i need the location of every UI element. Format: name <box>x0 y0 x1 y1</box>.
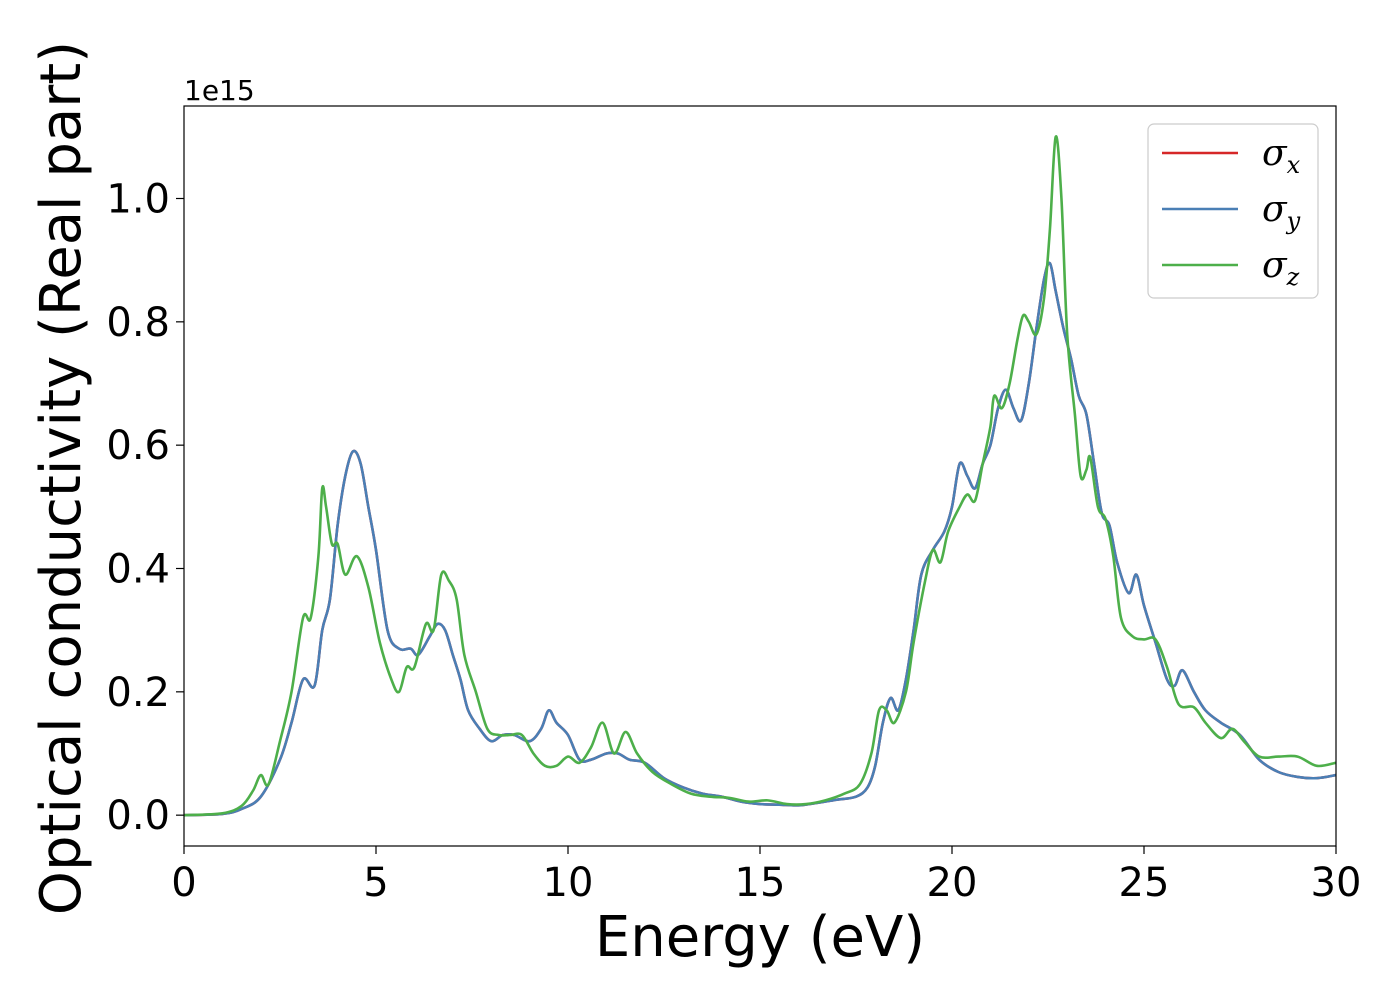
x-tick-label: 20 <box>927 860 978 906</box>
x-tick-label: 25 <box>1119 860 1170 906</box>
legend-symbol: σ <box>1262 133 1288 174</box>
x-axis: 0 5 10 15 20 25 30 <box>171 846 1361 906</box>
x-tick-label: 10 <box>543 860 594 906</box>
y-tick-label: 0.2 <box>106 670 170 716</box>
legend-label-x: σx <box>1262 133 1301 179</box>
y-tick-label: 0.8 <box>106 300 170 346</box>
y-axis: 0.0 0.2 0.4 0.6 0.8 1.0 <box>106 177 184 839</box>
legend-label-y: σy <box>1262 189 1301 235</box>
x-tick-label: 30 <box>1311 860 1362 906</box>
y-tick-label: 0.0 <box>106 793 170 839</box>
x-axis-label: Energy (eV) <box>595 905 925 970</box>
series-layer <box>184 135 1336 817</box>
y-tick-label: 1.0 <box>106 177 170 223</box>
x-tick-label: 5 <box>363 860 388 906</box>
y-offset-text: 1e15 <box>184 74 255 107</box>
legend-subscript: y <box>1286 207 1301 235</box>
series-line-y <box>184 261 1336 817</box>
y-tick-label: 0.6 <box>106 423 170 469</box>
legend-subscript: x <box>1287 151 1301 179</box>
y-axis-label: Optical conductivity (Real part) <box>29 41 94 915</box>
legend-symbol: σ <box>1262 189 1288 230</box>
legend-label-z: σz <box>1262 245 1300 291</box>
legend-symbol: σ <box>1262 245 1288 286</box>
legend-subscript: z <box>1286 263 1300 291</box>
x-tick-label: 15 <box>735 860 786 906</box>
series-line-z <box>184 135 1336 817</box>
y-tick-label: 0.4 <box>106 547 170 593</box>
legend-frame <box>1147 123 1319 299</box>
x-tick-label: 0 <box>171 860 196 906</box>
